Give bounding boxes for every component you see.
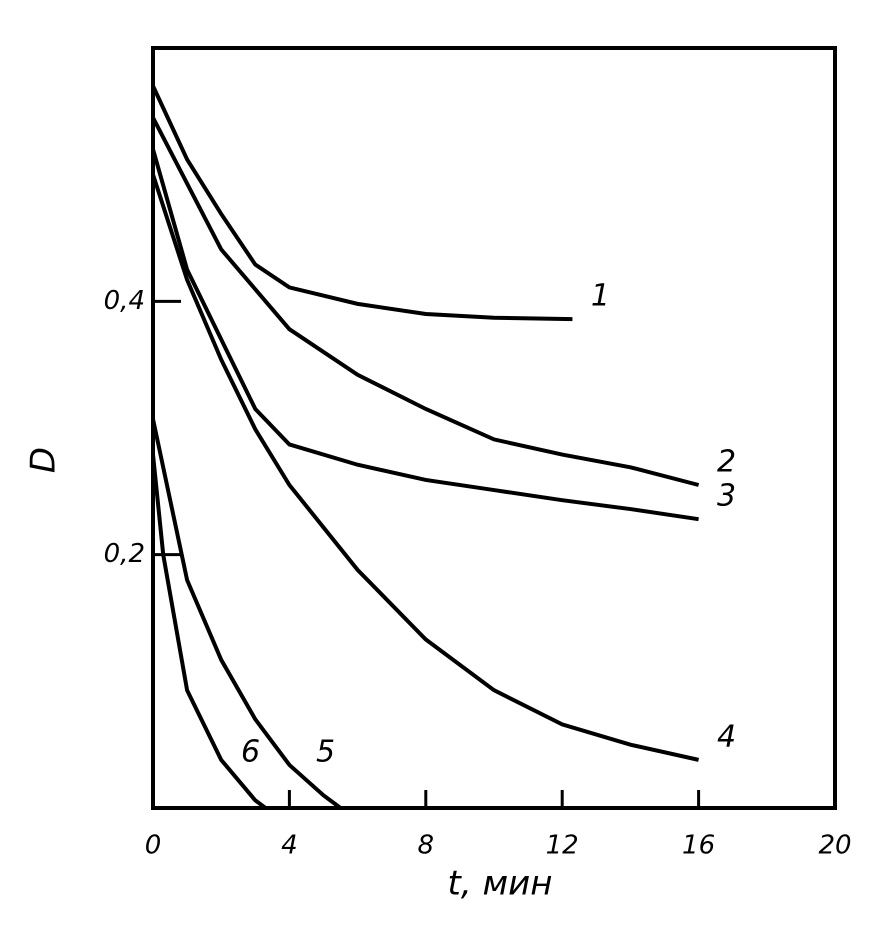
x-tick-label: 20 <box>818 831 851 861</box>
line <box>151 418 342 810</box>
series-label: 2 <box>717 445 736 480</box>
x-tick-label: 16 <box>682 831 715 861</box>
line <box>151 148 699 522</box>
series-label: 4 <box>717 719 736 754</box>
line <box>151 85 573 322</box>
x-tick-label: 4 <box>281 831 298 861</box>
series-label: 6 <box>241 735 260 770</box>
x-tick-label: 12 <box>546 831 579 861</box>
x-tick-label: 0 <box>145 831 162 861</box>
series-label: 1 <box>591 279 610 314</box>
line <box>151 454 267 810</box>
x-tick-label: 8 <box>418 831 435 861</box>
line <box>151 116 700 487</box>
y-tick-label: 0,2 <box>104 539 145 569</box>
series-label: 5 <box>316 735 335 770</box>
x-axis-label: t, мин <box>448 864 553 904</box>
y-tick-label: 0,4 <box>104 286 145 316</box>
y-axis-label: D <box>24 447 64 473</box>
line <box>151 174 700 762</box>
series-label: 3 <box>717 479 736 514</box>
